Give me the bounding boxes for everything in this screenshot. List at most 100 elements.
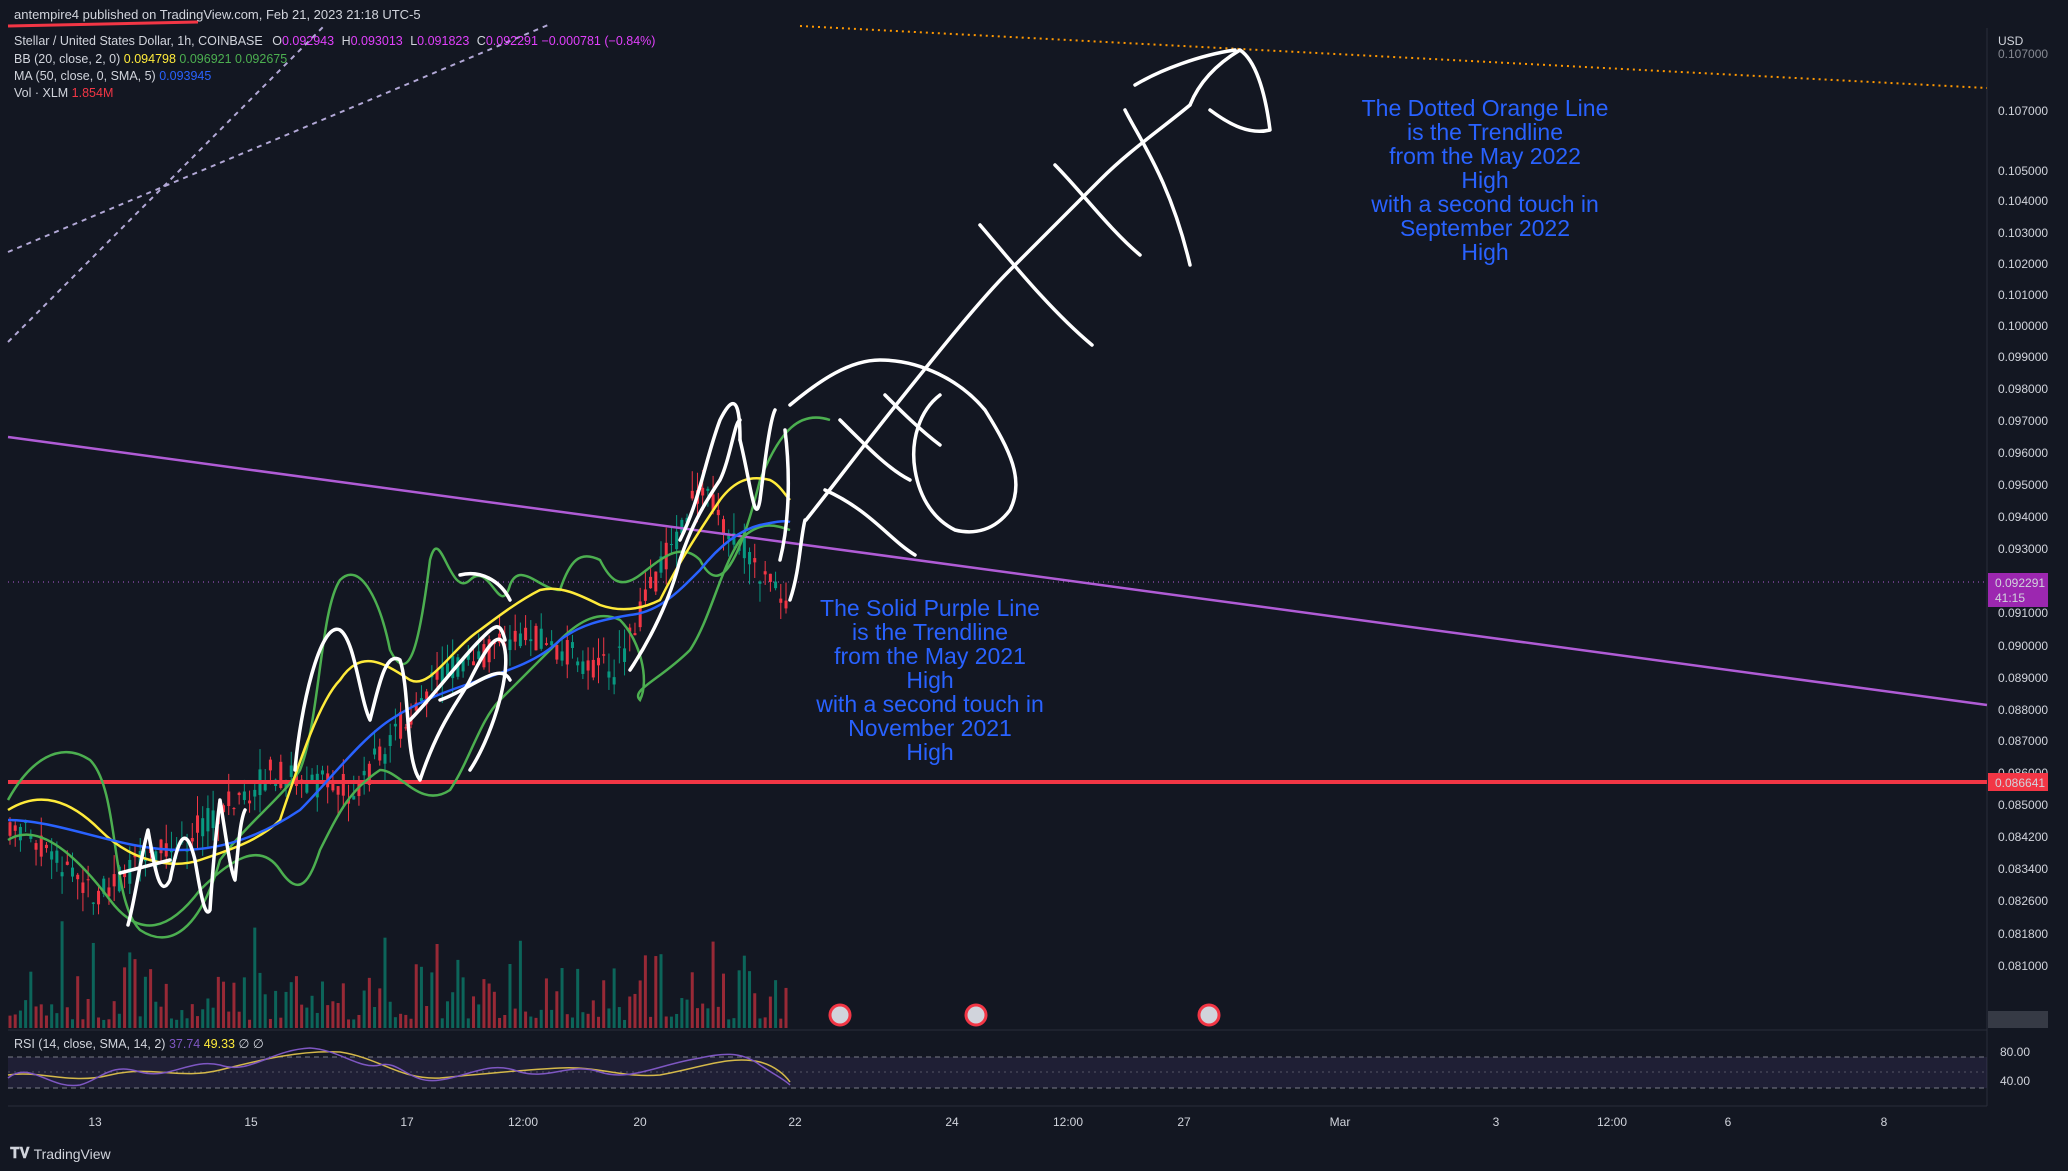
volume-bar (586, 1013, 590, 1028)
candle-body (576, 661, 580, 666)
volume-bar (326, 1005, 330, 1028)
volume-bar (779, 1018, 783, 1028)
lavender-trendline-b[interactable] (7, 24, 326, 343)
volume-bar (597, 1016, 601, 1028)
time-tick: Mar (1330, 1115, 1351, 1129)
lavender-trendline-a[interactable] (7, 24, 549, 253)
volume-bar (784, 987, 788, 1028)
volume-bar (34, 1006, 38, 1028)
candle-body (404, 727, 408, 729)
volume-bar (701, 1003, 705, 1028)
event-flags[interactable] (828, 1003, 1221, 1027)
volume-bar (13, 1014, 17, 1028)
vol-legend[interactable]: Vol · XLM 1.854M (14, 86, 113, 100)
candle-body (633, 633, 637, 636)
candle-body (529, 639, 533, 642)
candle-body (76, 874, 80, 880)
volume-bar (65, 1007, 69, 1028)
tradingview-footer[interactable]: 𝐓𝐕 TradingView (10, 1145, 111, 1162)
volume-bar (680, 998, 684, 1028)
volume-bar (628, 996, 632, 1028)
candle-body (732, 533, 736, 545)
vol-label: Vol · XLM (14, 86, 69, 100)
volume-bar (248, 1019, 252, 1028)
candle-body (232, 808, 236, 810)
candle-body (716, 509, 720, 516)
volume-bar (263, 994, 267, 1028)
price-axis[interactable]: 0.107000 0.105000 0.104000 0.103000 0.102000… (1998, 104, 2048, 1028)
ma-value: 0.093945 (159, 69, 212, 83)
volume-bar (341, 983, 345, 1028)
candle-body (81, 882, 85, 893)
time-tick: 12:00 (1053, 1115, 1083, 1129)
time-axis[interactable]: 13 15 17 12:00 20 22 24 12:00 27 Mar 3 12:00 6 8 (88, 1115, 1887, 1129)
volume-bar (685, 999, 689, 1028)
candle-body (13, 825, 17, 831)
purple-trendline[interactable] (7, 435, 1988, 707)
candle-body (123, 872, 127, 878)
candle-body (383, 754, 387, 764)
candle-body (44, 844, 48, 849)
ma-line (7, 519, 791, 852)
candle-body (8, 822, 12, 836)
candle-body (86, 879, 90, 881)
us-event-flag-icon-2[interactable] (964, 1003, 988, 1027)
volume-bar (513, 1008, 517, 1028)
candle-body (570, 642, 574, 648)
candle-body (748, 552, 752, 565)
volume-bars (8, 921, 788, 1028)
bb-legend[interactable]: BB (20, close, 2, 0) 0.094798 0.096921 0… (14, 52, 287, 66)
purple-trendline-note[interactable]: The Solid Purple Line is the Trendline f… (816, 595, 1044, 765)
volume-bar (201, 1009, 205, 1028)
ma-legend[interactable]: MA (50, close, 0, SMA, 5) 0.093945 (14, 69, 211, 83)
candle-body (534, 625, 538, 651)
volume-bar (149, 969, 153, 1028)
volume-bar (112, 1001, 116, 1028)
volume-bar (591, 1000, 595, 1028)
candle-body (602, 654, 606, 656)
rsi-value-1: 37.74 (168, 1037, 201, 1051)
volume-bar (498, 1017, 502, 1028)
candle-body (451, 655, 455, 679)
volume-bar (638, 980, 642, 1028)
top-red-stroke (7, 20, 199, 28)
candle-body (565, 640, 569, 665)
volume-bar (55, 1013, 59, 1028)
rsi-tick-80: 80.00 (2000, 1045, 2030, 1059)
time-tick: 22 (788, 1115, 802, 1129)
candle-body (628, 627, 632, 632)
orange-trendline-note[interactable]: The Dotted Orange Line is the Trendline … (1361, 95, 1609, 265)
hand-drawings[interactable] (118, 48, 1272, 927)
candle-body (305, 781, 309, 793)
candle-body (367, 763, 371, 785)
vol-value: 1.854M (71, 86, 114, 100)
support-price-value: 0.086641 (1995, 776, 2045, 790)
volume-bar (357, 1014, 361, 1028)
candle-body (659, 556, 663, 573)
orange-trendline[interactable] (799, 25, 1988, 89)
time-tick: 17 (400, 1115, 414, 1129)
volume-bar (222, 981, 226, 1028)
us-event-flag-icon-1[interactable] (828, 1003, 852, 1027)
rsi-legend[interactable]: RSI (14, close, SMA, 14, 2) 37.74 49.33 … (14, 1036, 264, 1051)
candle-body (211, 810, 215, 829)
candle-body (477, 651, 481, 660)
volume-bar (284, 991, 288, 1028)
time-tick: 8 (1881, 1115, 1888, 1129)
volume-bar (472, 996, 476, 1028)
price-tick: 0.090000 (1998, 639, 2048, 653)
volume-bar (258, 972, 262, 1028)
candle-body (586, 660, 590, 671)
current-price-value: 0.092291 (1995, 576, 2045, 590)
candle-body (242, 791, 246, 801)
candle-body (102, 878, 106, 894)
candle-body (159, 839, 163, 854)
volume-bar (242, 977, 246, 1028)
volume-bar (711, 941, 715, 1028)
countdown-value: 41:15 (1995, 591, 2025, 605)
volume-bar (39, 1004, 43, 1028)
us-event-flag-icon-3[interactable] (1197, 1003, 1221, 1027)
volume-bar (404, 1014, 408, 1028)
symbol-legend[interactable]: Stellar / United States Dollar, 1h, COIN… (14, 34, 655, 48)
